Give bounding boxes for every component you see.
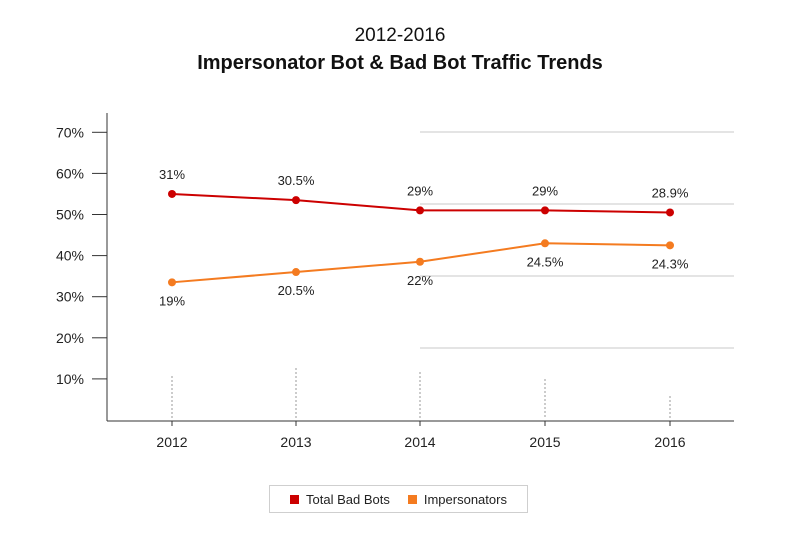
x-tick-label: 2014 bbox=[404, 434, 435, 450]
chart-legend: Total Bad Bots Impersonators bbox=[269, 485, 528, 513]
data-label-impersonators: 24.5% bbox=[527, 254, 564, 269]
x-tick-label: 2016 bbox=[654, 434, 685, 450]
data-label-total-bad-bots: 29% bbox=[407, 183, 433, 198]
data-label-total-bad-bots: 29% bbox=[532, 183, 558, 198]
y-tick-label: 40% bbox=[56, 248, 84, 264]
legend-swatch-impersonators bbox=[407, 494, 417, 504]
chart-decorations bbox=[171, 131, 734, 419]
data-label-impersonators: 22% bbox=[407, 273, 433, 288]
data-point-total-bad-bots bbox=[168, 189, 176, 198]
data-point-total-bad-bots bbox=[541, 206, 549, 215]
legend-label-impersonators: Impersonators bbox=[423, 491, 507, 507]
chart-title-block: 2012-2016 Impersonator Bot & Bad Bot Tra… bbox=[0, 24, 800, 76]
x-tick-label: 2015 bbox=[529, 434, 560, 450]
data-point-impersonators bbox=[292, 268, 300, 277]
chart-subtitle: 2012-2016 bbox=[354, 25, 446, 46]
data-point-total-bad-bots bbox=[292, 196, 300, 205]
legend-item-total-bad-bots: Total Bad Bots bbox=[290, 492, 390, 507]
y-tick-label: 10% bbox=[56, 371, 84, 387]
data-label-impersonators: 24.3% bbox=[652, 256, 689, 271]
x-tick-label: 2012 bbox=[156, 434, 187, 450]
legend-swatch-total-bad-bots bbox=[290, 494, 300, 504]
data-point-impersonators bbox=[541, 239, 549, 248]
data-point-impersonators bbox=[666, 241, 674, 250]
chart-axes: 10% 20% 30% 40% 50% 60% 70% 2012 2013 2014 2015 201… bbox=[56, 113, 734, 450]
y-tick-label: 20% bbox=[56, 330, 84, 346]
data-label-total-bad-bots: 28.9% bbox=[652, 185, 689, 200]
data-point-impersonators bbox=[168, 278, 176, 287]
y-tick-label: 70% bbox=[56, 124, 84, 140]
legend-item-impersonators: Impersonators bbox=[407, 491, 507, 507]
data-point-impersonators bbox=[416, 257, 424, 266]
chart-series: 31% 30.5% 29% 29% 28.9% 19% 20.5% 22% 24.5% 24.3% bbox=[159, 167, 689, 308]
data-label-impersonators: 20.5% bbox=[278, 283, 315, 298]
data-point-total-bad-bots bbox=[416, 206, 424, 215]
x-tick-label: 2013 bbox=[280, 434, 311, 450]
y-tick-label: 60% bbox=[56, 165, 84, 181]
data-label-total-bad-bots: 31% bbox=[159, 167, 185, 182]
data-label-total-bad-bots: 30.5% bbox=[278, 173, 315, 188]
y-tick-label: 30% bbox=[56, 289, 84, 305]
data-point-total-bad-bots bbox=[666, 208, 674, 217]
data-label-impersonators: 19% bbox=[159, 293, 185, 308]
y-tick-label: 50% bbox=[56, 207, 84, 223]
legend-label-total-bad-bots: Total Bad Bots bbox=[306, 491, 390, 507]
chart-title: Impersonator Bot & Bad Bot Traffic Trend… bbox=[197, 52, 603, 74]
